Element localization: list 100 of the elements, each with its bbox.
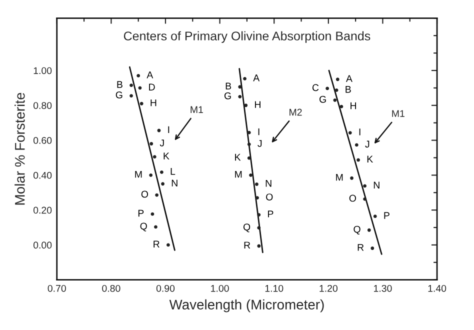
data-label: Q [354,226,360,234]
y-tick-label: 0.20 [33,206,52,214]
point [340,104,344,108]
point [354,143,358,147]
data-label: H [150,99,156,106]
point [255,182,258,186]
data-label: M [235,170,242,178]
point [154,225,158,229]
data-label: D [149,84,155,90]
point [356,158,360,162]
x-tick-label: 0.70 [48,284,66,292]
y-tick-label: 1.00 [34,67,52,74]
point [373,214,377,218]
point [257,213,261,216]
data-label: B [117,81,122,88]
data-label: B [226,82,232,90]
data-label: K [367,156,373,162]
data-label: Q [140,222,147,232]
x-tick-label: 1.20 [320,284,338,292]
point [247,142,251,146]
point [370,246,374,250]
point [256,196,259,200]
point [247,130,251,134]
point [244,104,248,108]
data-label: J [160,140,164,146]
data-label: R [358,244,364,251]
x-tick-label: 0.90 [156,284,175,292]
annotation: M1 [190,106,203,113]
data-label: J [365,140,370,148]
data-label: M [135,170,142,178]
text: Centers of Primary Olivine Absorption Bands [124,31,370,43]
point [333,98,337,102]
x-tick-label: 1.40 [428,284,446,292]
data-label: O [141,190,148,198]
point [334,88,338,92]
point [238,85,242,89]
data-label: A [146,72,154,78]
point [238,94,242,98]
data-label: B [346,86,351,93]
data-label: R [244,242,250,249]
point [348,131,352,134]
point [155,193,159,197]
point [140,102,144,106]
point [150,142,154,146]
y-tick-label: 0.40 [33,172,52,179]
data-label: N [266,180,272,187]
data-label: I [258,128,260,136]
point [243,76,246,80]
data-label: O [349,194,356,202]
point [336,78,340,82]
annotation: M2 [290,108,302,116]
point [149,173,153,177]
x-axis-title: Wavelength (Micrometer) [169,299,324,312]
point [152,155,156,159]
y-axis-title: Molar % Forsterite [14,92,25,205]
data-label: I [168,126,170,134]
data-label: R [154,240,160,248]
point [367,228,371,232]
point [138,86,142,90]
point [130,84,133,88]
data-label: H [255,101,260,108]
x-tick-label: 1.10 [265,284,284,292]
point [363,197,366,201]
point [249,173,252,177]
point [136,74,140,78]
data-label: P [268,210,274,218]
data-label: Q [243,224,250,232]
data-label: A [346,75,352,82]
point [150,212,154,216]
data-label: G [116,92,122,98]
data-label: P [384,212,390,219]
y-tick-label: 0.80 [33,102,52,109]
y-tick-label: 0.60 [33,137,52,144]
point [326,86,330,90]
annotation: M1 [392,110,404,117]
data-label: A [253,74,260,82]
point [363,184,366,188]
x-tick-label: 1.30 [374,284,392,292]
point [257,244,261,248]
point [350,176,354,180]
data-label: K [164,152,170,160]
point [161,182,164,186]
point [247,156,251,160]
data-label: N [172,180,178,186]
data-label: G [224,92,231,100]
data-label: N [374,182,380,188]
x-tick-label: 1.00 [211,284,229,292]
data-label: G [320,96,326,103]
data-label: O [266,194,273,200]
data-label: J [258,140,262,147]
point [130,94,133,98]
y-tick-label: 0.00 [33,242,52,249]
data-label: I [359,128,360,136]
data-label: P [138,210,144,217]
data-label: H [350,102,356,110]
point [160,170,164,174]
data-label: L [170,168,176,175]
x-tick-label: 0.80 [102,284,120,292]
data-label: C [312,84,319,92]
data-label: K [235,154,241,161]
